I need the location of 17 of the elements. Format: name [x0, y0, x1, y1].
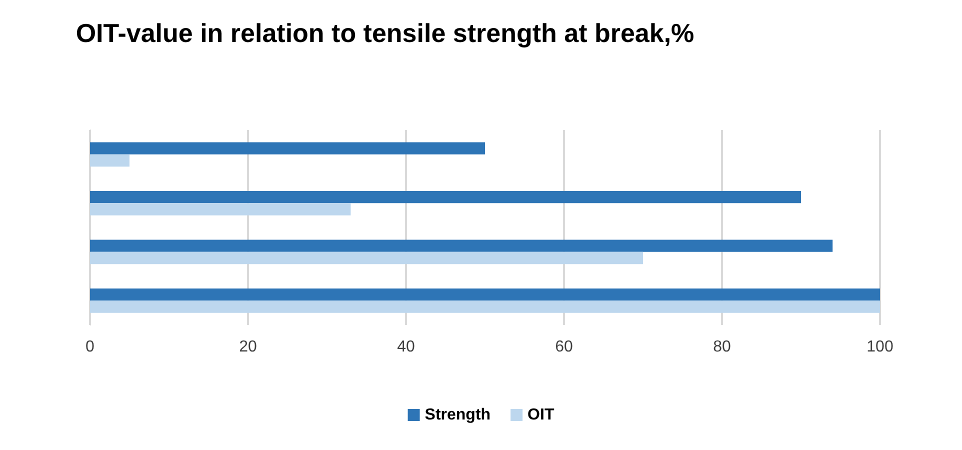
x-tick-label: 100: [866, 338, 894, 356]
x-tick-label: 0: [86, 338, 95, 356]
x-tick-label: 40: [397, 338, 415, 356]
bar: [90, 252, 643, 264]
bar: [90, 288, 880, 301]
bar: [90, 142, 485, 154]
bar: [90, 154, 130, 167]
legend-label: Strength: [424, 406, 491, 424]
bar: [90, 190, 801, 204]
bar: [90, 240, 833, 252]
chart-title: OIT-value in relation to tensile strength at break,%: [76, 18, 694, 48]
bar: [90, 300, 880, 313]
bar: [90, 203, 351, 216]
legend-label: OIT: [528, 406, 554, 424]
x-tick-label: 60: [555, 338, 573, 356]
x-tick-label: 80: [713, 338, 731, 356]
x-tick-label: 20: [239, 338, 257, 356]
